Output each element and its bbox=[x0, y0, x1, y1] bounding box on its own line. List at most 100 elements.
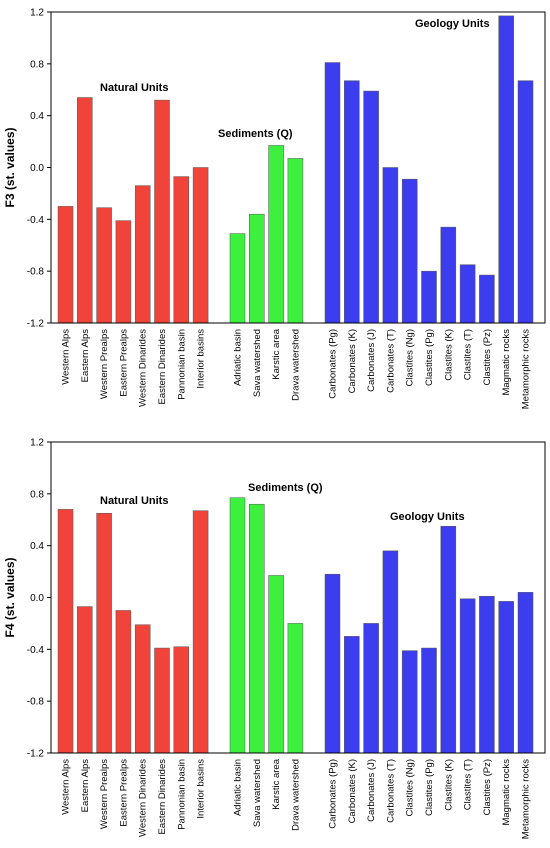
category-label: Eastern Prealps bbox=[118, 759, 129, 827]
category-label: Clastites (Pg) bbox=[424, 759, 435, 816]
category-label: Clastites (Ng) bbox=[405, 329, 416, 387]
bar-geology-units-8 bbox=[459, 264, 476, 324]
bar-natural-units-2 bbox=[77, 97, 93, 324]
bar-geology-units-8 bbox=[459, 598, 476, 754]
group-label-geology-units: Geology Units bbox=[390, 511, 465, 523]
category-label: Carbonates (K) bbox=[347, 329, 358, 393]
y-tick-label: 0.8 bbox=[30, 489, 44, 500]
category-label: Magmatic rocks bbox=[501, 759, 512, 826]
group-label-sediments-q: Sediments (Q) bbox=[248, 482, 323, 494]
bar-sediments-q-2 bbox=[249, 213, 265, 324]
y-tick-label: 0.0 bbox=[30, 593, 44, 604]
bar-sediments-q-1 bbox=[229, 497, 246, 754]
bar-natural-units-2 bbox=[77, 606, 93, 754]
category-label: Interior basins bbox=[196, 329, 207, 389]
category-label: Clastites (T) bbox=[463, 759, 474, 810]
category-label: Western Prealps bbox=[99, 329, 110, 399]
category-label: Adriatic basin bbox=[233, 329, 244, 386]
chart-panel-2: Western Alps Eastern Alps Western Prealps E… bbox=[3, 438, 546, 839]
category-label: Eastern Dinarides bbox=[157, 329, 168, 405]
bar-geology-units-1 bbox=[324, 62, 341, 324]
bar-geology-units-5 bbox=[401, 650, 418, 754]
y-tick-label: -0.8 bbox=[27, 697, 45, 708]
bar-geology-units-7 bbox=[440, 226, 457, 324]
bar-natural-units-1 bbox=[57, 509, 74, 754]
category-label: Metamorphic rocks bbox=[521, 329, 532, 409]
bar-geology-units-4 bbox=[382, 550, 399, 754]
y-tick-label: 0.8 bbox=[30, 59, 44, 70]
bar-sediments-q-3 bbox=[268, 575, 284, 754]
group-label-natural-units: Natural Units bbox=[100, 82, 168, 94]
category-label: Clastites (Pz) bbox=[482, 329, 493, 385]
category-label: Eastern Alps bbox=[80, 759, 91, 813]
y-tick-label: -1.2 bbox=[27, 749, 45, 760]
bar-geology-units-2 bbox=[344, 80, 360, 324]
category-label: Eastern Prealps bbox=[118, 329, 129, 397]
bar-geology-units-9 bbox=[479, 274, 495, 324]
group-label-natural-units: Natural Units bbox=[100, 495, 168, 507]
category-label: Clastites (K) bbox=[443, 329, 454, 381]
bar-geology-units-2 bbox=[344, 636, 360, 754]
y-tick-label: 0.4 bbox=[30, 111, 44, 122]
bar-sediments-q-2 bbox=[249, 503, 265, 754]
group-label-geology-units: Geology Units bbox=[415, 18, 490, 30]
y-axis-label: F3 (st. values) bbox=[3, 127, 17, 207]
bar-geology-units-11 bbox=[517, 80, 534, 324]
y-tick-label: 0.0 bbox=[30, 163, 44, 174]
bar-natural-units-5 bbox=[134, 624, 151, 754]
bar-geology-units-4 bbox=[382, 167, 399, 324]
bar-natural-units-3 bbox=[96, 513, 112, 754]
y-axis-label: F4 (st. values) bbox=[3, 557, 17, 637]
bar-geology-units-6 bbox=[421, 270, 437, 324]
category-label: Western Alps bbox=[61, 759, 72, 815]
category-label: Western Alps bbox=[61, 329, 72, 385]
bar-natural-units-6 bbox=[154, 99, 170, 324]
category-label: Sava watershed bbox=[252, 759, 263, 827]
y-tick-label: 0.4 bbox=[30, 541, 44, 552]
bar-natural-units-3 bbox=[96, 207, 112, 324]
category-label: Western Dinarides bbox=[138, 759, 149, 837]
bar-natural-units-8 bbox=[192, 510, 209, 754]
category-label: Clastites (K) bbox=[443, 759, 454, 811]
category-label: Eastern Alps bbox=[80, 329, 91, 383]
category-label: Western Dinarides bbox=[138, 329, 149, 407]
category-label: Carbonates (T) bbox=[385, 759, 396, 823]
category-label: Carbonates (J) bbox=[366, 329, 377, 392]
category-label: Carbonates (T) bbox=[385, 329, 396, 393]
bar-natural-units-1 bbox=[57, 206, 74, 324]
category-label: Pannonian basin bbox=[176, 759, 187, 830]
bar-natural-units-6 bbox=[154, 647, 170, 754]
category-label: Western Prealps bbox=[99, 759, 110, 829]
y-tick-label: -0.8 bbox=[27, 267, 45, 278]
bar-geology-units-6 bbox=[421, 647, 437, 754]
bar-geology-units-5 bbox=[401, 178, 418, 324]
bar-natural-units-7 bbox=[173, 176, 190, 324]
category-label: Drava watershed bbox=[290, 329, 301, 401]
bar-natural-units-5 bbox=[134, 185, 151, 324]
bar-sediments-q-3 bbox=[268, 145, 284, 324]
category-label: Carbonates (J) bbox=[366, 759, 377, 822]
category-label: Sava watershed bbox=[252, 329, 263, 397]
category-label: Magmatic rocks bbox=[501, 329, 512, 396]
y-tick-label: -0.4 bbox=[27, 215, 45, 226]
category-label: Metamorphic rocks bbox=[521, 759, 532, 839]
bar-sediments-q-1 bbox=[229, 233, 246, 324]
category-label: Clastites (T) bbox=[463, 329, 474, 380]
category-label: Clastites (Pz) bbox=[482, 759, 493, 815]
bar-geology-units-1 bbox=[324, 573, 341, 754]
category-label: Clastites (Pg) bbox=[424, 329, 435, 386]
category-label: Clastites (Ng) bbox=[405, 759, 416, 817]
y-tick-label: 1.2 bbox=[30, 8, 44, 19]
bar-sediments-q-4 bbox=[287, 623, 304, 754]
bar-geology-units-3 bbox=[363, 623, 379, 754]
bar-sediments-q-4 bbox=[287, 158, 304, 324]
category-label: Interior basins bbox=[196, 759, 207, 819]
category-label: Carbonates (Pg) bbox=[328, 329, 339, 399]
y-tick-label: -1.2 bbox=[27, 319, 45, 330]
bar-natural-units-8 bbox=[192, 167, 209, 324]
bar-geology-units-9 bbox=[479, 595, 495, 754]
category-label: Karstic area bbox=[271, 328, 282, 379]
bar-natural-units-4 bbox=[115, 610, 132, 754]
category-label: Drava watershed bbox=[290, 759, 301, 831]
